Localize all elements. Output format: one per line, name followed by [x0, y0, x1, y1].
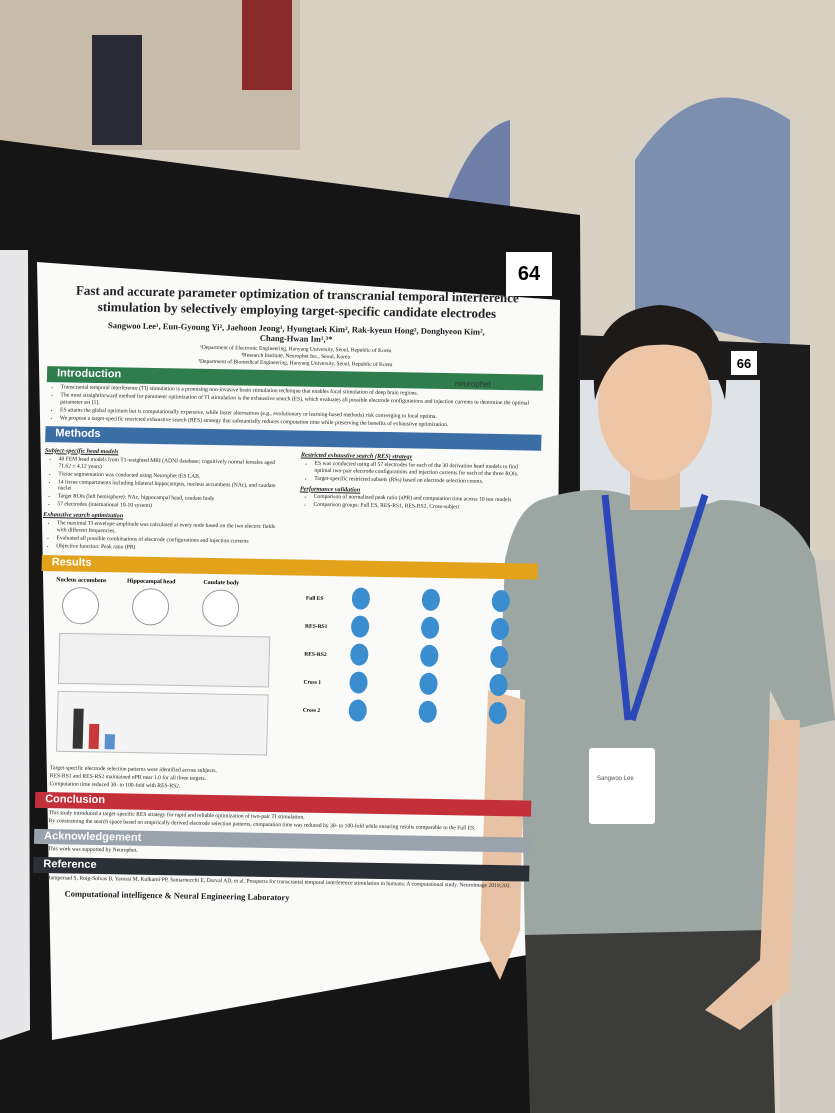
stained-window — [635, 97, 790, 350]
brain-maps — [348, 587, 510, 724]
plot-area — [57, 632, 271, 688]
bar-graphic — [72, 708, 84, 749]
column: Subject-specific head models 40 FEM head… — [34, 444, 293, 556]
arm — [705, 720, 800, 1030]
shirt — [500, 490, 835, 940]
bullet-list: Transcranial temporal interference (TI) … — [38, 384, 551, 431]
logo: neurophet — [454, 379, 492, 389]
bullet-list: The maximal TI envelope amplitude was ca… — [34, 520, 291, 554]
topomap — [62, 587, 100, 625]
side-poster — [0, 250, 30, 1040]
trousers — [525, 930, 775, 1113]
face — [598, 330, 712, 480]
row-label: RES-RS2 — [304, 651, 327, 657]
poster-number: 66 — [731, 351, 757, 375]
banner — [92, 35, 142, 145]
panel-title: Caudate body — [203, 580, 239, 587]
arm — [480, 690, 525, 980]
topomap — [132, 588, 170, 626]
bullet-list: ES was conducted using all 57 electrodes… — [292, 460, 549, 486]
row-label: Full ES — [306, 596, 324, 602]
name-badge: Sangwoo Lee — [589, 748, 655, 824]
figure-graphics: Nucleus accumbens Hippocampal head Cauda… — [56, 577, 510, 756]
panel-title: Nucleus accumbens — [56, 577, 107, 584]
banner — [242, 0, 292, 90]
poster: Fast and accurate parameter optimization… — [21, 268, 554, 1037]
bar-graphic — [104, 734, 116, 750]
bar-graphic — [88, 723, 100, 749]
methods-columns: Subject-specific head models 40 FEM head… — [34, 444, 549, 560]
topomap — [202, 589, 240, 627]
results-figure: Nucleus accumbens Hippocampal head Cauda… — [36, 573, 537, 772]
bullet-list: Comparison of normalized peak ratio (nPR… — [291, 494, 547, 513]
plot-area — [56, 690, 269, 756]
bullet-list: 40 FEM head models from T1-weighted MRI … — [35, 455, 292, 512]
lanyard — [601, 493, 709, 722]
poster-number: 64 — [506, 252, 552, 296]
badge-name: Sangwoo Lee — [597, 776, 634, 782]
row-label: RES-RS1 — [305, 624, 328, 630]
hair — [593, 305, 727, 400]
column: Restricted exhaustive search (RES) strat… — [290, 448, 549, 560]
row-label: Cross 1 — [303, 679, 321, 685]
poster-title: Fast and accurate parameter optimization… — [75, 282, 519, 322]
panel-title: Hippocampal head — [127, 578, 176, 585]
row-label: Cross 2 — [303, 707, 321, 713]
